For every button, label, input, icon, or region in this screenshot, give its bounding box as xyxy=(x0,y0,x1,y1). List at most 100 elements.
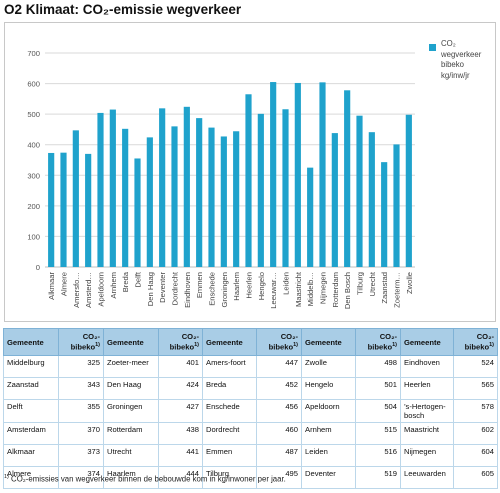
bar xyxy=(368,132,375,267)
bar xyxy=(307,167,314,267)
x-tick-label: Leeuwar… xyxy=(269,272,278,309)
y-tick-label: 400 xyxy=(27,141,40,150)
x-tick-label: Deventer xyxy=(158,272,167,303)
x-tick-label: Rotterdam xyxy=(331,272,340,307)
bar xyxy=(220,136,227,267)
x-tick-label: Delft xyxy=(134,271,143,288)
co2-cell: 452 xyxy=(256,377,302,400)
header-co2: CO₂- bibeko1) xyxy=(355,328,401,356)
x-tick-label: Zaanstad xyxy=(380,272,389,304)
gemeente-cell: Amsterdam xyxy=(3,422,59,445)
co2-cell: 447 xyxy=(256,355,302,378)
bar xyxy=(134,158,141,267)
gemeente-cell: Den Haag xyxy=(103,377,159,400)
gemeente-cell: Maastricht xyxy=(400,422,454,445)
gemeente-cell: Hengelo xyxy=(301,377,356,400)
bar xyxy=(233,131,240,267)
x-tick-label: Tilburg xyxy=(356,272,365,295)
co2-cell: 578 xyxy=(453,399,498,423)
bar xyxy=(282,109,289,267)
bar xyxy=(208,127,215,267)
bar xyxy=(171,126,178,267)
table-header-row: Gemeente CO₂- bibeko1) Gemeente CO₂- bibeko1)… xyxy=(3,328,498,356)
x-tick-label: Groningen xyxy=(220,272,229,307)
co2-cell: 325 xyxy=(58,355,104,378)
x-tick-label: Hengelo xyxy=(257,272,266,300)
co2-cell: 370 xyxy=(58,422,104,445)
x-tick-label: Utrecht xyxy=(368,271,377,296)
x-tick-label: Almere xyxy=(60,272,69,296)
bar xyxy=(97,112,104,267)
table-row: Zaanstad 343 Den Haag 424 Breda 452 Hengelo 501… xyxy=(3,377,498,400)
bar xyxy=(257,113,264,267)
x-tick-label: Middelb… xyxy=(306,272,315,306)
bar xyxy=(48,152,55,267)
co2-cell: 343 xyxy=(58,377,104,400)
bar xyxy=(159,108,166,267)
x-tick-label: Arnhem xyxy=(109,272,118,299)
gemeente-cell: ’s-Hertogen-bosch xyxy=(400,399,454,423)
gemeente-cell: Groningen xyxy=(103,399,159,423)
gemeente-cell: Nijmegen xyxy=(400,444,454,467)
co2-cell: 355 xyxy=(58,399,104,423)
bar xyxy=(72,130,79,267)
bar xyxy=(122,128,129,267)
x-tick-label: Eindhoven xyxy=(183,272,192,308)
gemeente-cell: Utrecht xyxy=(103,444,159,467)
gemeente-cell: Enschede xyxy=(202,399,257,423)
co2-cell: 504 xyxy=(355,399,401,423)
gemeente-cell: Zwolle xyxy=(301,355,356,378)
table-row: Middelburg 325 Zoeter-meer 401 Amers-foort 44… xyxy=(3,355,498,378)
header-gemeente: Gemeente xyxy=(3,328,59,356)
gemeente-cell: Amers-foort xyxy=(202,355,257,378)
co2-cell: 401 xyxy=(158,355,203,378)
x-tick-label: Zwolle xyxy=(405,272,414,294)
legend-label: CO₂ wegverkeer bibeko kg/inw/jr xyxy=(441,39,482,80)
bar xyxy=(331,133,338,267)
co2-cell: 424 xyxy=(158,377,203,400)
header-co2: CO₂- bibeko1) xyxy=(58,328,104,356)
co2-cell: 519 xyxy=(355,466,401,489)
co2-cell: 516 xyxy=(355,444,401,467)
gemeente-cell: Apeldoorn xyxy=(301,399,356,423)
gemeente-cell: Leiden xyxy=(301,444,356,467)
x-tick-label: Maastricht xyxy=(294,271,303,307)
co2-cell: 602 xyxy=(453,422,498,445)
table-body: Middelburg 325 Zoeter-meer 401 Amers-foort 44… xyxy=(3,355,498,489)
header-gemeente: Gemeente xyxy=(202,328,257,356)
header-co2: CO₂- bibeko1) xyxy=(158,328,203,356)
bar xyxy=(319,82,326,267)
bar xyxy=(146,137,153,267)
co2-cell: 604 xyxy=(453,444,498,467)
header-gemeente: Gemeente xyxy=(301,328,356,356)
y-tick-label: 100 xyxy=(27,232,40,241)
table-row: Alkmaar 373 Utrecht 441 Emmen 487 Leiden 516 Nij… xyxy=(3,444,498,467)
gemeente-cell: Middelburg xyxy=(3,355,59,378)
gemeente-cell: Arnhem xyxy=(301,422,356,445)
gemeente-cell: Alkmaar xyxy=(3,444,59,467)
gemeente-cell: Delft xyxy=(3,399,59,423)
x-tick-label: Leiden xyxy=(282,272,291,295)
bar xyxy=(405,114,412,267)
gemeente-cell: Rotterdam xyxy=(103,422,159,445)
co2-cell: 501 xyxy=(355,377,401,400)
bar-chart: 0 100 200 300 400 500 600 700 Alkmaar Almere Amers… xyxy=(4,22,496,322)
chart-plot: 0 100 200 300 400 500 600 700 Alkmaar Almere Amers… xyxy=(27,49,415,309)
co2-cell: 605 xyxy=(453,466,498,489)
y-tick-label: 0 xyxy=(36,263,40,272)
x-tick-label: Amsterd… xyxy=(84,272,93,308)
gemeente-cell: Zoeter-meer xyxy=(103,355,159,378)
x-tick-label: Enschede xyxy=(208,272,217,306)
x-tick-label: Emmen xyxy=(195,272,204,298)
table-row: Almere 374 Haarlem 444 Tilburg 495 Deventer 519… xyxy=(3,466,498,489)
gemeente-cell: Emmen xyxy=(202,444,257,467)
bar xyxy=(381,162,388,267)
x-tick-label: Haarlem xyxy=(232,272,241,301)
bar xyxy=(270,82,277,267)
y-tick-label: 500 xyxy=(27,110,40,119)
bar xyxy=(183,106,190,267)
co2-cell: 373 xyxy=(58,444,104,467)
co2-cell: 456 xyxy=(256,399,302,423)
co2-cell: 565 xyxy=(453,377,498,400)
header-co2: CO₂- bibeko1) xyxy=(453,328,498,356)
